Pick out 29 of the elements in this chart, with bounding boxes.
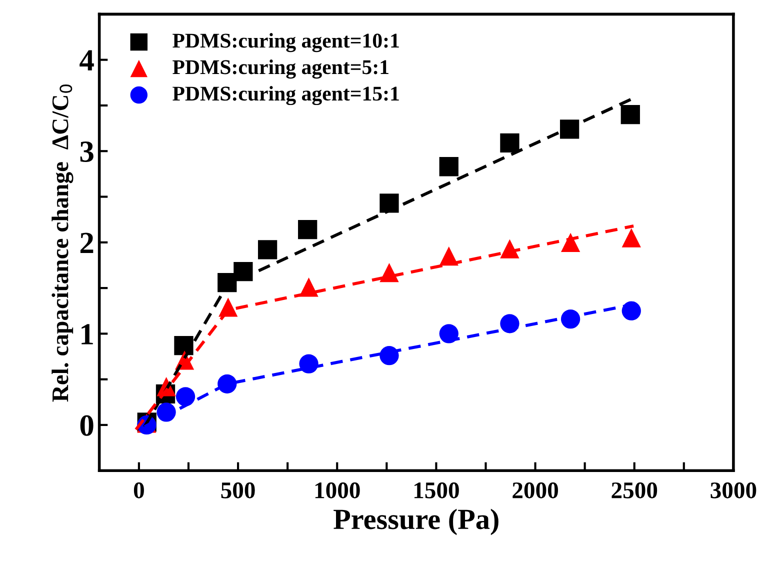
y-tick-label: 4 — [80, 50, 94, 70]
point — [174, 336, 194, 356]
x-axis-title: Pressure (Pa) — [334, 508, 498, 536]
point — [620, 105, 640, 124]
x-tick-label: 0 — [134, 482, 144, 498]
y-tick-label: 1 — [82, 324, 93, 344]
x-tick-label: 500 — [221, 482, 255, 498]
point — [234, 262, 253, 282]
x-tick-label: 3000 — [710, 482, 756, 498]
x-tick-label: 2000 — [512, 482, 558, 498]
point — [176, 387, 196, 406]
y-axis-title: Rel. capacitance change ΔC/C$_{0}$ — [52, 84, 74, 402]
x-tick-label: 1000 — [315, 482, 360, 498]
point — [560, 232, 580, 252]
point — [439, 157, 458, 176]
legend-label: PDMS:curing agent=15:1 — [172, 86, 399, 106]
x-tick-label: 1500 — [414, 482, 459, 498]
y-tick-label: 2 — [80, 232, 94, 253]
point — [258, 240, 278, 260]
point — [380, 194, 399, 213]
x-tick-label: 2500 — [612, 482, 658, 498]
point — [298, 220, 318, 240]
point — [622, 228, 641, 248]
y-tick-label: 3 — [80, 141, 94, 162]
point — [500, 133, 520, 152]
legend-label: PDMS:curing agent=5:1 — [172, 60, 388, 79]
point — [560, 120, 580, 139]
legend-label: PDMS:curing agent=10:1 — [172, 33, 399, 52]
y-tick-label: 0 — [80, 415, 94, 436]
